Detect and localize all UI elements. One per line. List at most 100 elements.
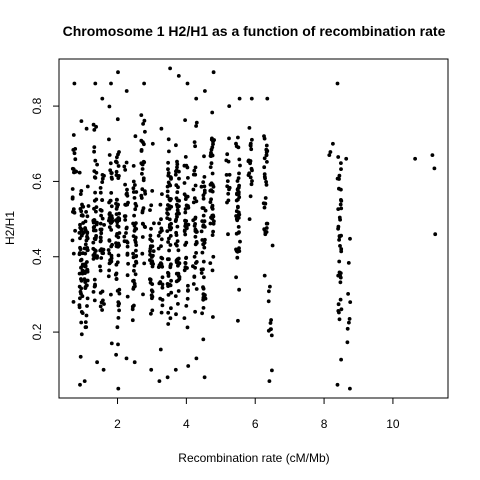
scatter-point [340,307,344,311]
scatter-point [235,144,239,148]
scatter-point [183,181,187,185]
scatter-point [109,261,113,265]
scatter-point [160,311,164,315]
scatter-point [74,170,78,174]
scatter-point [265,183,269,187]
scatter-point [269,327,273,331]
scatter-point [85,246,89,250]
scatter-point [202,154,206,158]
scatter-point [174,294,178,298]
scatter-point [143,130,147,134]
scatter-point [211,204,215,208]
scatter-point [166,322,170,326]
scatter-point [152,249,156,253]
scatter-point [235,199,239,203]
scatter-point [174,312,178,316]
scatter-point [148,253,152,257]
scatter-point [134,243,138,247]
scatter-point [122,235,126,239]
scatter-point [337,302,341,306]
scatter-point [183,211,187,215]
scatter-point [210,217,214,221]
scatter-point [86,297,90,301]
scatter-point [236,250,240,254]
scatter-point [132,285,136,289]
y-tick-label: 0.8 [30,97,44,114]
scatter-point [99,208,103,212]
scatter-point [201,180,205,184]
scatter-point [73,147,77,151]
scatter-point [264,196,268,200]
scatter-point [169,316,173,320]
scatter-point [346,327,350,331]
scatter-point [99,191,103,195]
scatter-point [433,167,437,171]
scatter-point [109,161,113,165]
scatter-point [249,143,253,147]
scatter-point [193,266,197,270]
scatter-point [271,244,275,248]
scatter-point [108,105,112,109]
scatter-point [109,293,113,297]
scatter-point [79,321,83,325]
scatter-point [193,140,197,144]
scatter-point [83,262,87,266]
scatter-point [236,136,240,140]
scatter-point [431,153,435,157]
scatter-point [337,260,341,264]
scatter-point [85,304,89,308]
scatter-point [117,254,121,258]
scatter-point [102,174,106,178]
scatter-point [169,243,173,247]
scatter-point [186,364,190,368]
scatter-point [126,253,130,257]
scatter-point [339,161,343,165]
scatter-point [133,282,137,286]
scatter-point [133,360,137,364]
scatter-point [149,312,153,316]
scatter-point [149,368,153,372]
scatter-point [194,97,198,101]
scatter-point [125,89,129,93]
scatter-point [151,142,155,146]
scatter-point [202,225,206,229]
scatter-point [413,157,417,161]
scatter-point [265,144,269,148]
scatter-point [151,265,155,269]
scatter-point [165,216,169,220]
scatter-point [237,186,241,190]
scatter-point [100,228,104,232]
scatter-point [348,387,352,391]
scatter-point [186,176,190,180]
scatter-point [126,262,130,266]
scatter-point [125,188,129,192]
scatter-point [126,295,130,299]
scatter-point [110,204,114,208]
scatter-point [115,170,119,174]
scatter-point [141,140,145,144]
scatter-point [210,148,214,152]
scatter-point [78,252,82,256]
scatter-point [83,286,87,290]
scatter-point [166,375,170,379]
scatter-point [115,173,119,177]
scatter-point [117,309,121,313]
scatter-point [132,190,136,194]
scatter-point [72,133,76,137]
scatter-point [92,290,96,294]
scatter-point [166,271,170,275]
scatter-point [192,282,196,286]
scatter-point [183,268,187,272]
scatter-point [177,248,181,252]
scatter-point [133,196,137,200]
scatter-point [92,145,96,149]
scatter-point [85,314,89,318]
scatter-point [235,209,239,213]
scatter-point [193,310,197,314]
scatter-point [132,304,136,308]
scatter-point [99,269,103,273]
scatter-point [101,299,105,303]
scatter-point [166,167,170,171]
scatter-point [250,97,254,101]
x-axis-label: Recombination rate (cM/Mb) [178,451,329,465]
